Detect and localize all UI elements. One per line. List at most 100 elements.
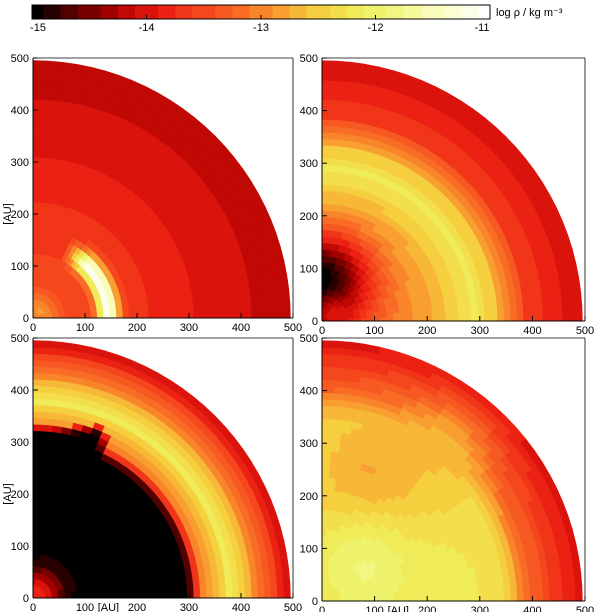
density-cell [329, 171, 340, 180]
y-tick-label: 500 [300, 333, 318, 345]
density-cell [282, 288, 291, 305]
density-cell [321, 177, 331, 185]
colorbar-cell [54, 5, 62, 19]
density-cell [464, 592, 473, 602]
density-cell [109, 592, 117, 599]
density-cell [321, 535, 326, 543]
density-cell [32, 240, 38, 248]
density-cell [218, 296, 227, 308]
colorbar-cell [444, 5, 451, 19]
density-cell [321, 346, 337, 355]
colorbar-cell [123, 5, 130, 19]
density-cell [205, 577, 214, 589]
density-cell [321, 157, 332, 166]
colorbar-cell [409, 5, 417, 19]
y-axis-title: [AU] [2, 483, 14, 504]
colorbar-cell [364, 5, 371, 19]
x-tick-label: 0 [319, 605, 325, 612]
y-tick-label: 100 [300, 263, 318, 275]
density-cell [562, 306, 570, 322]
density-cell [225, 586, 233, 599]
density-cell [32, 404, 45, 412]
density-cell [445, 313, 453, 322]
density-cell [154, 590, 163, 599]
density-cell [326, 229, 333, 238]
density-cell [326, 223, 334, 231]
y-tick-label: 100 [300, 543, 318, 555]
density-cell [321, 529, 327, 537]
y-tick-label: 500 [11, 53, 29, 65]
density-cell [224, 295, 233, 308]
density-cell [32, 98, 46, 107]
density-cell [542, 587, 551, 602]
density-cell [244, 585, 253, 599]
density-cell [321, 353, 337, 361]
density-cell [321, 118, 334, 127]
density-cell [515, 578, 524, 591]
x-tick-label: 300 [180, 322, 198, 334]
density-cell [129, 591, 137, 599]
density-cell [432, 314, 440, 322]
density-cell [562, 586, 570, 602]
density-cell [32, 86, 47, 94]
density-cell [32, 443, 42, 451]
density-cell [496, 580, 505, 592]
x-tick-label: 200 [128, 322, 146, 334]
colorbar-cell [312, 5, 319, 19]
colorbar-tick-label: -11 [474, 22, 489, 34]
density-cell [412, 595, 420, 602]
density-cell [327, 483, 336, 492]
density-cell [419, 314, 427, 322]
x-tick-label: 100 [76, 602, 94, 612]
colorbar-cell [129, 5, 136, 19]
density-cell [32, 398, 45, 406]
colorbar-cell [112, 5, 119, 19]
density-cell [160, 302, 169, 312]
density-cell [179, 580, 188, 591]
colorbar-cell [415, 5, 422, 19]
density-cell [431, 307, 440, 316]
x-tick-label: 0 [30, 602, 36, 612]
density-cell [211, 576, 220, 589]
y-tick-label: 300 [300, 158, 318, 170]
density-cell [46, 340, 63, 349]
density-cell [282, 568, 291, 585]
density-cell [406, 595, 414, 602]
density-cell [321, 60, 337, 68]
density-cell [321, 99, 335, 107]
density-cell [40, 443, 51, 452]
density-cell [321, 470, 330, 478]
density-cell [109, 312, 117, 319]
colorbar-cell [301, 5, 308, 19]
colorbar-cell [192, 5, 199, 19]
density-cell [39, 189, 48, 197]
density-cell [321, 340, 337, 348]
density-cell [325, 522, 332, 531]
density-cell [321, 164, 332, 172]
density-cell [43, 404, 55, 413]
y-tick-label: 400 [11, 105, 29, 117]
colorbar-cell [375, 5, 382, 19]
density-cell [457, 304, 466, 314]
density-cell [167, 309, 175, 319]
density-cell [42, 417, 54, 426]
density-cell [198, 298, 207, 309]
density-cell [103, 313, 111, 319]
density-cell [573, 291, 583, 308]
density-cell [330, 158, 341, 167]
density-cell [438, 306, 446, 315]
density-cell [32, 462, 41, 470]
density-cell [321, 437, 332, 446]
density-cell [251, 305, 259, 319]
colorbar-cell [467, 5, 474, 19]
density-cell [329, 457, 339, 466]
density-cell [141, 311, 150, 319]
density-cell [542, 307, 551, 322]
x-tick-label: 500 [576, 325, 594, 337]
density-cell [174, 589, 182, 599]
colorbar-cell [335, 5, 342, 19]
colorbar-cell [381, 5, 388, 19]
colorbar-cell [157, 5, 165, 19]
density-cell [32, 253, 37, 261]
density-cell [192, 298, 201, 310]
